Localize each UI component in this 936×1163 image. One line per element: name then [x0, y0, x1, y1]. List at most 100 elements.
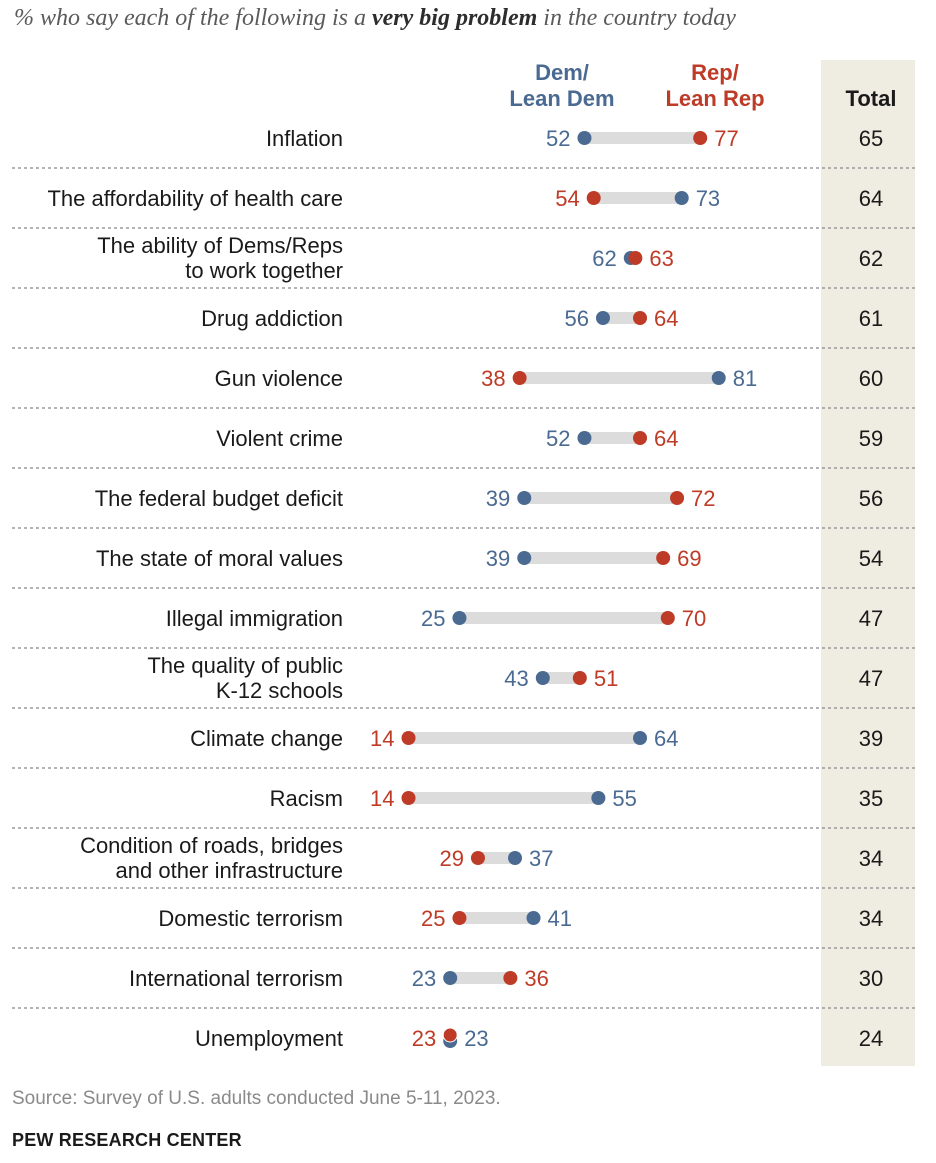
dem-value-label: 23	[464, 1026, 488, 1051]
rep-value-label: 36	[524, 966, 548, 991]
rep-dot	[442, 1027, 458, 1043]
row-label: Racism	[270, 786, 343, 811]
dem-dot	[517, 491, 532, 505]
total-value: 56	[859, 486, 883, 511]
total-value: 35	[859, 786, 883, 811]
dem-value-label: 23	[412, 966, 436, 991]
dem-dot	[674, 191, 689, 205]
row-label: The state of moral values	[96, 546, 343, 571]
rep-dot	[452, 911, 467, 925]
row-label: Inflation	[266, 126, 343, 151]
rep-dot	[401, 791, 416, 805]
rep-dot	[572, 671, 587, 685]
rep-value-label: 64	[654, 426, 678, 451]
rep-dot	[693, 131, 708, 145]
rep-value-label: 70	[682, 606, 706, 631]
legend-rep-line1: Rep/	[691, 60, 739, 85]
rep-dot	[401, 731, 416, 745]
rep-value-label: 29	[439, 846, 463, 871]
rep-value-label: 23	[412, 1026, 436, 1051]
row-label: The affordability of health care	[47, 186, 343, 211]
dem-value-label: 52	[546, 426, 570, 451]
row-label-line2: to work together	[185, 258, 343, 283]
dem-dot	[508, 851, 523, 865]
dem-value-label: 41	[548, 906, 572, 931]
rep-dot	[503, 971, 518, 985]
dem-value-label: 73	[696, 186, 720, 211]
rep-value-label: 14	[370, 726, 394, 751]
total-value: 60	[859, 366, 883, 391]
row-label: Unemployment	[195, 1026, 343, 1051]
rep-value-label: 72	[691, 486, 715, 511]
dem-value-label: 56	[564, 306, 588, 331]
dem-value-label: 81	[733, 366, 757, 391]
total-value: 62	[859, 246, 883, 271]
dem-value-label: 39	[486, 486, 510, 511]
rep-value-label: 14	[370, 786, 394, 811]
rep-dot	[512, 371, 527, 385]
dem-dot	[526, 911, 541, 925]
chart-subtitle: % who say each of the following is a ver…	[14, 5, 736, 32]
row-label: Climate change	[190, 726, 343, 751]
dem-dot	[577, 431, 592, 445]
dem-value-label: 39	[486, 546, 510, 571]
total-value: 24	[859, 1026, 883, 1051]
legend-dem-line1: Dem/	[535, 60, 589, 85]
total-value: 54	[859, 546, 883, 571]
rep-dot	[470, 851, 485, 865]
dem-value-label: 52	[546, 126, 570, 151]
dem-dot	[443, 971, 458, 985]
total-value: 30	[859, 966, 883, 991]
dem-value-label: 37	[529, 846, 553, 871]
row-label-line2: K-12 schools	[216, 678, 343, 703]
row-label: The federal budget deficit	[95, 486, 343, 511]
rep-value-label: 25	[421, 906, 445, 931]
row-label-line1: Condition of roads, bridges	[80, 833, 343, 858]
dem-value-label: 25	[421, 606, 445, 631]
total-value: 34	[859, 846, 883, 871]
rep-value-label: 64	[654, 306, 678, 331]
total-header: Total	[846, 86, 897, 111]
rep-value-label: 51	[594, 666, 618, 691]
row-label-line2: and other infrastructure	[116, 858, 343, 883]
org-name: PEW RESEARCH CENTER	[12, 1130, 242, 1150]
dem-value-label: 62	[592, 246, 616, 271]
dem-value-label: 55	[612, 786, 636, 811]
rep-value-label: 77	[714, 126, 738, 151]
source-note: Source: Survey of U.S. adults conducted …	[12, 1088, 501, 1109]
row-label: International terrorism	[129, 966, 343, 991]
total-value: 39	[859, 726, 883, 751]
rep-value-label: 69	[677, 546, 701, 571]
subtitle-post: in the country today	[537, 5, 736, 31]
row-label: Illegal immigration	[166, 606, 343, 631]
dem-dot	[452, 611, 467, 625]
total-value: 47	[859, 666, 883, 691]
total-value: 34	[859, 906, 883, 931]
dem-dot	[535, 671, 550, 685]
dot-plot-chart: Dem/Lean Dem Rep/Lean Rep Total Inflation 52…	[12, 60, 915, 1066]
rep-dot	[586, 191, 601, 205]
total-value: 65	[859, 126, 883, 151]
dem-dot	[577, 131, 592, 145]
row-label: Domestic terrorism	[158, 906, 343, 931]
row-label: Drug addiction	[201, 306, 343, 331]
dem-dot	[711, 371, 726, 385]
row-label-line1: The quality of public	[147, 653, 343, 678]
total-value: 59	[859, 426, 883, 451]
rep-value-label: 38	[481, 366, 505, 391]
dem-value-label: 43	[504, 666, 528, 691]
total-value: 64	[859, 186, 883, 211]
subtitle-emphasis: very big problem	[371, 5, 538, 31]
row-label-line1: The ability of Dems/Reps	[97, 233, 343, 258]
row-label: Gun violence	[215, 366, 343, 391]
legend-rep-line2: Lean Rep	[665, 86, 764, 111]
dem-dot	[517, 551, 532, 565]
dem-dot	[633, 731, 648, 745]
rep-dot	[633, 431, 648, 445]
legend-dem-line2: Lean Dem	[509, 86, 614, 111]
rep-value-label: 54	[555, 186, 579, 211]
rep-dot	[656, 551, 671, 565]
rep-dot	[670, 491, 685, 505]
dem-dot	[591, 791, 606, 805]
rep-value-label: 63	[649, 246, 673, 271]
